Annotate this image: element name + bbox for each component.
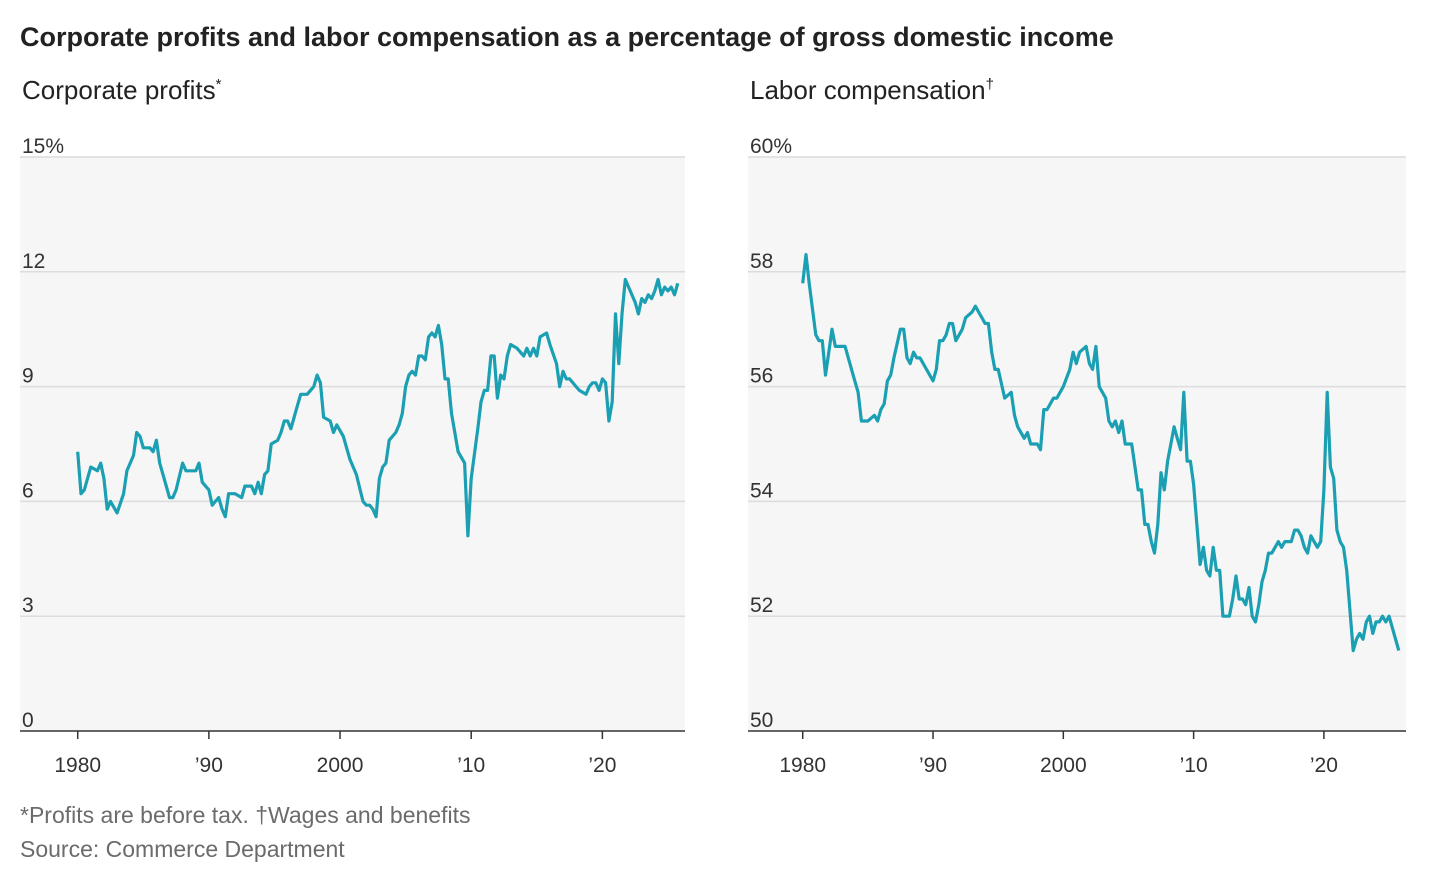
y-tick-label: 9 bbox=[22, 365, 34, 388]
x-tick-label: ’90 bbox=[195, 754, 223, 777]
x-tick-label: 2000 bbox=[317, 754, 364, 777]
subtitle-text: Labor compensation bbox=[750, 75, 986, 105]
footnote: *Profits are before tax. †Wages and bene… bbox=[20, 802, 470, 828]
y-tick-label: 50 bbox=[750, 709, 773, 732]
plot-background bbox=[20, 157, 685, 731]
x-tick-label: ’20 bbox=[1310, 754, 1338, 777]
x-tick-label: ’10 bbox=[1180, 754, 1208, 777]
y-tick-label: 58 bbox=[750, 250, 773, 273]
chart-subtitle: Labor compensation† bbox=[750, 75, 994, 105]
y-tick-label: 6 bbox=[22, 479, 34, 502]
plot-background bbox=[748, 157, 1406, 731]
chart-subtitle: Corporate profits* bbox=[22, 75, 222, 105]
x-tick-label: ’20 bbox=[588, 754, 616, 777]
x-tick-label: 1980 bbox=[779, 754, 826, 777]
subtitle-note: † bbox=[986, 76, 994, 93]
data-line bbox=[76, 277, 680, 538]
subtitle-note: * bbox=[216, 76, 222, 93]
y-tick-label: 15% bbox=[22, 135, 64, 158]
y-tick-label: 56 bbox=[750, 365, 773, 388]
y-tick-label: 3 bbox=[22, 594, 34, 617]
x-tick-label: ’10 bbox=[457, 754, 485, 777]
x-tick-label: ’90 bbox=[919, 754, 947, 777]
main-title: Corporate profits and labor compensation… bbox=[20, 22, 1114, 52]
y-tick-label: 54 bbox=[750, 479, 774, 502]
x-tick-label: 1980 bbox=[54, 754, 101, 777]
y-tick-label: 52 bbox=[750, 594, 773, 617]
data-line bbox=[801, 253, 1401, 653]
source: Source: Commerce Department bbox=[20, 836, 345, 862]
y-tick-label: 0 bbox=[22, 709, 34, 732]
x-tick-label: 2000 bbox=[1040, 754, 1087, 777]
y-tick-label: 60% bbox=[750, 135, 792, 158]
y-tick-label: 12 bbox=[22, 250, 45, 273]
subtitle-text: Corporate profits bbox=[22, 75, 216, 105]
